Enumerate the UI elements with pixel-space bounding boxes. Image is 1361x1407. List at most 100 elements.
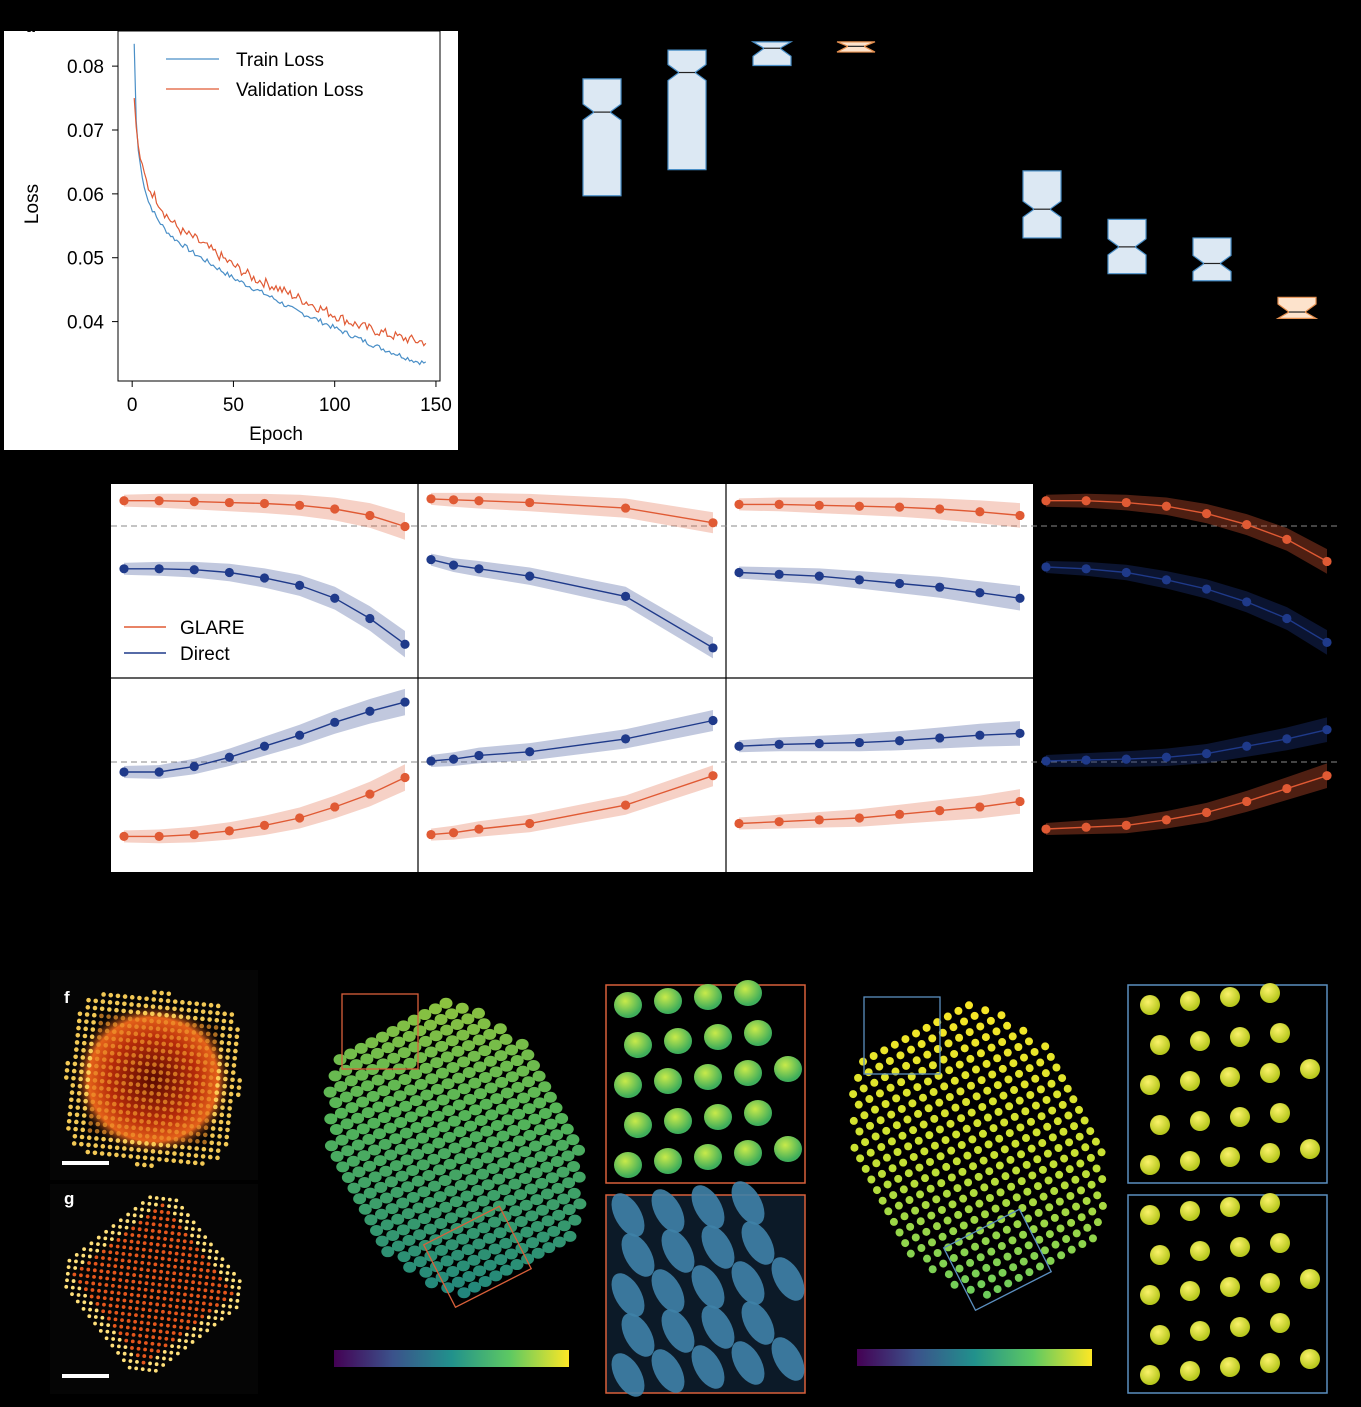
reconstruction-dot — [958, 1167, 967, 1176]
lattice-dot — [153, 1120, 159, 1126]
reconstruction-dot — [997, 1242, 1006, 1251]
reconstruction-dot — [1081, 1143, 1090, 1152]
lattice-dot — [136, 1147, 141, 1153]
lattice-dot — [175, 1351, 180, 1356]
reconstruction-dot — [892, 1094, 901, 1103]
lattice-dot — [187, 1259, 191, 1264]
lattice-dot — [116, 1238, 121, 1242]
lattice-dot — [122, 994, 128, 999]
direct-point — [119, 767, 129, 777]
lattice-dot — [205, 1038, 210, 1044]
lattice-dot — [137, 1340, 142, 1345]
reconstruction-dot — [992, 1027, 1001, 1036]
zoom-blob — [731, 1261, 765, 1305]
reconstruction-dot — [942, 1189, 951, 1198]
lattice-dot — [116, 1344, 121, 1349]
lattice-dot — [92, 1078, 98, 1083]
reconstruction-blob — [425, 1073, 439, 1085]
lattice-dot — [174, 1304, 179, 1309]
reconstruction-dot — [971, 1065, 980, 1074]
lattice-dot — [141, 1097, 146, 1103]
reconstruction-dot — [882, 1126, 891, 1135]
direct-point — [774, 739, 784, 750]
reconstruction-blob — [346, 1155, 360, 1167]
lattice-dot — [129, 1002, 134, 1007]
reconstruction-dot — [971, 1269, 980, 1278]
lattice-dot — [161, 1113, 167, 1119]
lattice-dot — [188, 1306, 192, 1311]
reconstruction-dot — [921, 1174, 930, 1183]
reconstruction-dot — [902, 1061, 911, 1070]
lattice-dot — [179, 1265, 184, 1270]
glare-point — [1081, 496, 1091, 506]
reconstruction-dot — [944, 1270, 953, 1279]
lattice-dot — [100, 1071, 106, 1077]
lattice-dot — [174, 1311, 178, 1316]
lattice-dot — [167, 1257, 172, 1262]
lattice-dot — [90, 1288, 95, 1292]
zoom-dot — [1180, 1201, 1200, 1221]
lattice-dot — [72, 1133, 78, 1139]
lattice-dot — [228, 1098, 233, 1104]
lattice-dot — [93, 1143, 98, 1148]
lattice-dot — [92, 1005, 98, 1011]
lattice-dot — [123, 1345, 128, 1350]
lattice-dot — [140, 1260, 145, 1265]
reconstruction-blob — [423, 1196, 437, 1208]
reconstruction-dot — [1058, 1100, 1067, 1109]
lattice-dot — [181, 1058, 187, 1063]
lattice-dot — [141, 1307, 146, 1312]
lattice-dot — [131, 1053, 136, 1058]
reconstruction-blob — [479, 1098, 493, 1110]
lattice-dot — [167, 1056, 172, 1062]
lattice-dot — [123, 1238, 127, 1243]
reconstruction-dot — [977, 1076, 986, 1085]
lattice-dot — [213, 1025, 219, 1030]
lattice-dot — [143, 1075, 149, 1081]
lattice-dot — [148, 1248, 153, 1253]
reconstruction-blob — [543, 1091, 557, 1103]
lattice-dot — [167, 1310, 172, 1315]
lattice-dot — [147, 1201, 152, 1206]
lattice-dot — [143, 1003, 149, 1009]
lattice-dot — [127, 1365, 132, 1370]
lattice-dot — [126, 1212, 131, 1217]
reconstruction-blob — [328, 1070, 342, 1082]
lattice-dot — [187, 1000, 192, 1006]
lattice-dot — [175, 1050, 180, 1055]
reconstruction-dot — [1015, 1069, 1024, 1078]
lattice-dot — [110, 1290, 115, 1295]
lattice-dot — [185, 1022, 190, 1027]
lattice-dot — [128, 1252, 132, 1257]
reconstruction-dot — [1063, 1084, 1072, 1093]
lattice-dot — [200, 1161, 205, 1166]
reconstruction-blob — [495, 1076, 509, 1088]
zoom-dot — [1140, 1075, 1160, 1095]
reconstruction-blob — [478, 1249, 492, 1261]
lattice-dot — [227, 1311, 232, 1316]
lattice-dot — [141, 1247, 146, 1252]
lattice-dot — [115, 1304, 119, 1309]
lattice-dot — [220, 1033, 225, 1038]
lattice-dot — [185, 1094, 190, 1100]
lattice-dot — [177, 1338, 182, 1343]
reconstruction-dot — [899, 1185, 908, 1194]
lattice-dot — [226, 1264, 231, 1269]
reconstruction-blob — [403, 1261, 417, 1273]
reconstruction-dot — [978, 1129, 987, 1138]
reconstruction-blob — [508, 1178, 522, 1190]
reconstruction-dot — [952, 1130, 961, 1139]
direct-point — [448, 754, 459, 764]
lattice-dot — [134, 1253, 139, 1258]
lattice-dot — [208, 1002, 214, 1008]
direct-point — [935, 733, 945, 743]
reconstruction-blob — [517, 1092, 531, 1104]
lattice-dot — [85, 1077, 91, 1082]
lattice-dot — [166, 1323, 170, 1328]
lattice-dot — [209, 1140, 215, 1146]
lattice-dot — [221, 1091, 227, 1096]
reconstruction-dot — [1028, 1198, 1037, 1207]
lattice-dot — [187, 1138, 193, 1143]
reconstruction-blob — [566, 1134, 580, 1146]
lattice-dot — [161, 1250, 166, 1254]
